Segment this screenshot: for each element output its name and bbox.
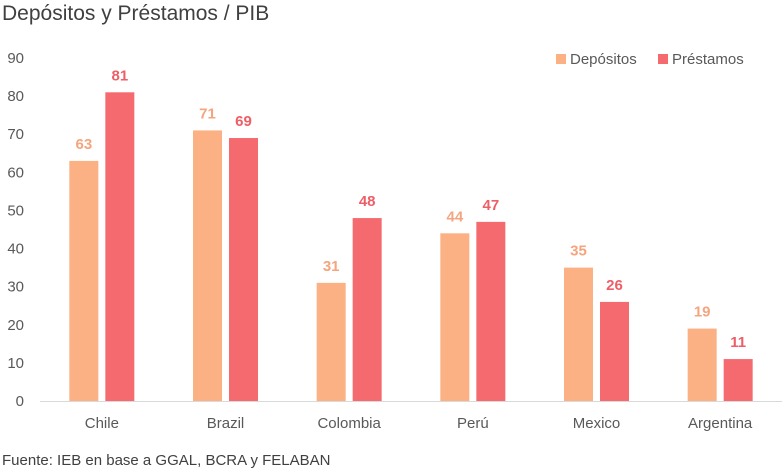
data-label: 48 — [359, 193, 376, 210]
y-tick-label: 60 — [7, 164, 24, 181]
bars — [69, 92, 753, 402]
chart-title: Depósitos y Préstamos / PIB — [2, 2, 270, 25]
data-label: 63 — [75, 136, 92, 153]
x-tick-label: Mexico — [573, 415, 621, 432]
source-note: Fuente: IEB en base a GGAL, BCRA y FELAB… — [2, 452, 331, 469]
y-tick-label: 0 — [16, 393, 24, 410]
bar-prestamos-brazil — [229, 138, 258, 402]
data-label: 35 — [570, 243, 587, 260]
x-tick-label: Chile — [85, 415, 119, 432]
bar-prestamos-colombia — [352, 218, 382, 401]
bar-depositos-perú — [440, 233, 470, 401]
data-label: 47 — [482, 197, 499, 214]
y-axis-ticks: 0 10 20 30 40 50 60 70 80 90 — [7, 50, 24, 410]
y-tick-label: 20 — [7, 317, 24, 334]
bar-depositos-colombia — [316, 282, 346, 401]
data-label: 44 — [446, 208, 463, 225]
x-tick-label: Perú — [457, 415, 489, 432]
x-tick-label: Brazil — [207, 415, 245, 432]
data-label: 71 — [199, 105, 216, 122]
legend: Depósitos Préstamos — [556, 51, 744, 68]
bar-depositos-chile — [69, 160, 99, 401]
bar-prestamos-perú — [476, 221, 506, 401]
data-label: 31 — [323, 258, 340, 275]
y-tick-label: 30 — [7, 279, 24, 296]
bar-depositos-mexico — [564, 267, 593, 401]
bar-depositos-brazil — [193, 130, 222, 401]
bar-chart: 0 10 20 30 40 50 60 70 80 90 63 81 71 69 31 48 44 47 35 26… — [7, 50, 782, 432]
x-axis-ticks: Chile Brazil Colombia Perú Mexico Argentina — [85, 415, 753, 432]
bar-depositos-argentina — [687, 328, 717, 401]
legend-swatch-prestamos — [658, 54, 668, 64]
legend-label-prestamos: Préstamos — [672, 51, 744, 68]
bar-prestamos-chile — [105, 92, 135, 402]
data-label: 81 — [111, 67, 128, 84]
y-tick-label: 40 — [7, 241, 24, 258]
data-label: 69 — [235, 113, 252, 130]
y-tick-label: 10 — [7, 355, 24, 372]
bar-prestamos-argentina — [723, 359, 753, 401]
y-tick-label: 70 — [7, 126, 24, 143]
x-tick-label: Colombia — [317, 415, 381, 432]
bar-prestamos-mexico — [600, 301, 629, 401]
x-tick-label: Argentina — [688, 415, 753, 432]
y-tick-label: 90 — [7, 50, 24, 67]
data-labels: 63 81 71 69 31 48 44 47 35 26 19 11 — [75, 67, 746, 351]
legend-label-depositos: Depósitos — [570, 51, 637, 68]
data-label: 11 — [730, 334, 746, 351]
y-tick-label: 50 — [7, 202, 24, 219]
legend-swatch-depositos — [556, 54, 566, 64]
data-label: 26 — [606, 277, 623, 294]
y-tick-label: 80 — [7, 88, 24, 105]
data-label: 19 — [694, 304, 711, 321]
